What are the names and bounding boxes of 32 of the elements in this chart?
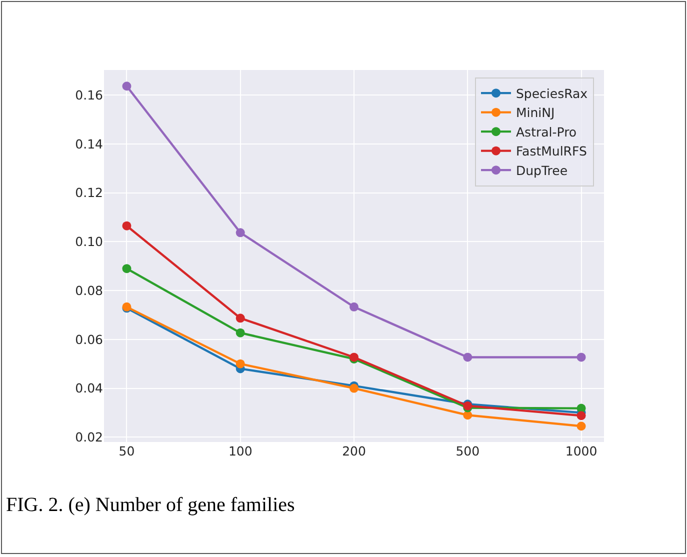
legend-label: SpeciesRax <box>516 86 588 101</box>
y-tick-label: 0.06 <box>75 332 104 347</box>
x-tick-label: 100 <box>228 444 252 458</box>
legend-label: FastMulRFS <box>516 144 587 159</box>
x-tick-label: 200 <box>342 444 366 458</box>
legend-label: DupTree <box>516 162 568 178</box>
point <box>576 422 586 431</box>
legend-label: Astral-Pro <box>516 124 577 140</box>
point <box>236 314 245 323</box>
point <box>576 352 586 362</box>
y-tick-label: 0.04 <box>75 380 104 396</box>
y-tick-label: 0.08 <box>75 282 104 298</box>
y-tick-label: 0.16 <box>75 88 104 103</box>
legend-label: MiniNJ <box>516 105 555 120</box>
point <box>236 359 245 368</box>
point <box>463 410 472 420</box>
y-tick-label: 0.12 <box>75 185 103 200</box>
y-tick-label: 0.10 <box>75 234 104 250</box>
y-tick-label: 0.14 <box>75 136 104 152</box>
point <box>236 328 245 338</box>
caption: FIG. 2. (e) Number of gene families <box>6 494 296 516</box>
x-tick-label: 50 <box>118 444 135 458</box>
point <box>122 264 132 274</box>
point <box>350 384 358 393</box>
point <box>350 302 358 312</box>
point <box>122 221 132 230</box>
point <box>236 228 245 238</box>
point <box>463 352 472 362</box>
x-tick-label: 500 <box>456 444 480 458</box>
point <box>122 82 132 91</box>
y-tick-label: 0.02 <box>75 429 103 444</box>
x-tick-label: 1000 <box>565 444 598 458</box>
